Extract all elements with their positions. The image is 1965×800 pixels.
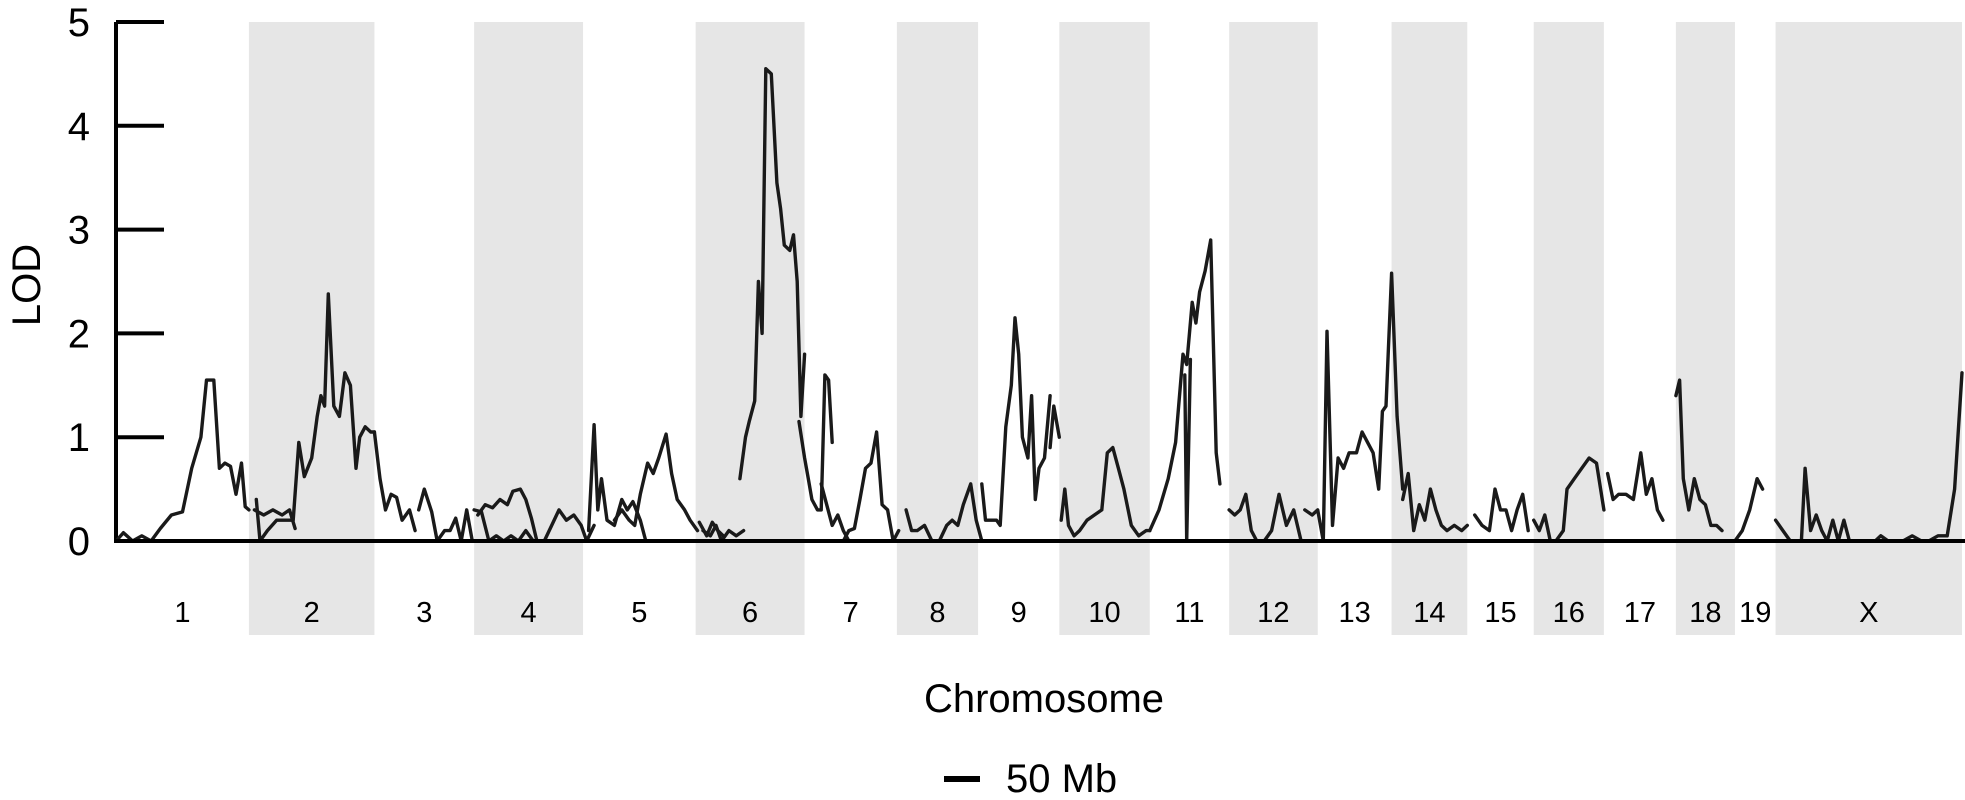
lod-curve-segment-25 xyxy=(1400,471,1470,533)
lod-curve-segment-19 xyxy=(1048,404,1062,450)
lod-curve-segment-4 xyxy=(372,430,417,533)
chromosome-band-2 xyxy=(248,22,375,635)
lod-curve-segment-26 xyxy=(1472,487,1530,533)
chromosome-label-15: 15 xyxy=(1484,597,1516,629)
chromosome-band-X xyxy=(1775,22,1962,635)
y-tick-label-3: 3 xyxy=(68,209,90,253)
lod-curve-segment-22 xyxy=(1183,357,1193,543)
chromosome-label-12: 12 xyxy=(1257,597,1289,629)
lod-curve-segment-20 xyxy=(1059,445,1152,538)
lod-curve-segment-2 xyxy=(252,508,297,531)
chromosome-label-5: 5 xyxy=(631,597,647,629)
chromosome-label-19: 19 xyxy=(1739,597,1771,629)
lod-curve-segment-30 xyxy=(1733,477,1765,543)
chromosome-label-10: 10 xyxy=(1088,597,1120,629)
chromosome-label-18: 18 xyxy=(1689,597,1721,629)
chromosome-label-4: 4 xyxy=(521,597,537,629)
chromosome-band-18 xyxy=(1675,22,1735,635)
chromosome-band-6 xyxy=(695,22,805,635)
y-tick-label-0: 0 xyxy=(68,520,90,564)
lod-curve-segment-18 xyxy=(980,316,1052,528)
lod-curve-segment-7 xyxy=(476,487,596,543)
chromosome-band-4 xyxy=(474,22,584,635)
lod-curve-segment-11 xyxy=(697,520,725,538)
chromosome-band-12 xyxy=(1229,22,1318,635)
chromosome-bands xyxy=(248,22,1962,635)
lod-curve-segment-29 xyxy=(1674,378,1724,533)
chromosome-band-16 xyxy=(1533,22,1604,635)
chromosome-label-1: 1 xyxy=(174,597,190,629)
y-tick-label-2: 2 xyxy=(68,312,90,356)
lod-curve-segment-17 xyxy=(937,482,984,543)
lod-curve-segment-13 xyxy=(797,373,834,512)
chromosome-band-10 xyxy=(1059,22,1150,635)
chromosome-label-X: X xyxy=(1859,597,1878,629)
lod-curve-segment-1 xyxy=(114,378,251,543)
chromosome-label-14: 14 xyxy=(1413,597,1445,629)
lod-curve-segment-15 xyxy=(841,430,901,543)
lod-curve-segment-24 xyxy=(1303,271,1405,543)
chromosome-labels: 1 2 3 4 5 6 7 8 9 10 11 12 13 14 15 16 17 18 19 X xyxy=(174,597,1878,629)
chromosome-label-3: 3 xyxy=(416,597,432,629)
chromosome-label-7: 7 xyxy=(843,597,859,629)
y-tick-label-1: 1 xyxy=(68,416,90,460)
chromosome-label-17: 17 xyxy=(1624,597,1656,629)
chromosome-label-16: 16 xyxy=(1553,597,1585,629)
lod-curve-segment-3 xyxy=(254,292,377,543)
chromosome-label-11: 11 xyxy=(1174,597,1204,629)
lod-curve-segment-12 xyxy=(738,66,807,481)
y-tick-label-5: 5 xyxy=(68,1,90,45)
lod-curve-segment-28 xyxy=(1605,451,1665,522)
y-axis: 0 1 2 3 4 5 xyxy=(68,1,164,564)
chromosome-label-8: 8 xyxy=(929,597,945,629)
x-axis-title: Chromosome xyxy=(924,677,1164,721)
chromosome-label-9: 9 xyxy=(1011,597,1027,629)
chromosome-label-6: 6 xyxy=(742,597,758,629)
chromosome-label-2: 2 xyxy=(304,597,320,629)
lod-curve-segment-9 xyxy=(612,432,700,533)
scale-bar-label: 50 Mb xyxy=(1006,757,1117,800)
lod-curve-segment-27 xyxy=(1531,456,1606,543)
chromosome-band-14 xyxy=(1391,22,1468,635)
chromosome-label-13: 13 xyxy=(1339,597,1371,629)
lod-curve-segment-5 xyxy=(417,487,474,543)
chromosome-band-8 xyxy=(896,22,979,635)
lod-curve-segment-21 xyxy=(1148,238,1222,533)
y-tick-label-4: 4 xyxy=(68,105,90,149)
y-axis-title: LOD xyxy=(5,244,49,326)
